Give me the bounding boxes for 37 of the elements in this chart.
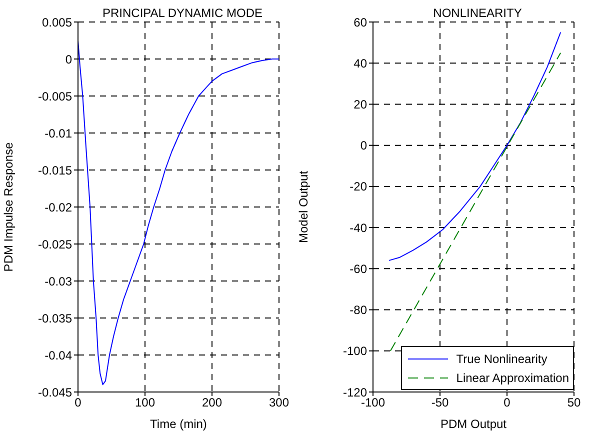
x-axis-title: Time (min) (150, 417, 207, 431)
y-tick-label: -0.005 (38, 89, 72, 104)
legend-label: Linear Approximation (456, 370, 569, 384)
y-tick-label: 40 (354, 56, 368, 70)
y-tick-label: -120 (342, 385, 368, 400)
y-axis-title: PDM Impulse Response (1, 142, 16, 272)
y-tick-label: -0.04 (44, 348, 72, 362)
y-axis-title: Model Output (296, 170, 310, 244)
x-tick-label: 200 (202, 396, 222, 410)
y-tick-label: -0.03 (44, 274, 72, 288)
chart-title: PRINCIPAL DYNAMIC MODE (102, 6, 263, 20)
y-tick-label: -40 (350, 220, 368, 235)
y-tick-label: -80 (350, 303, 368, 318)
y-tick-label: -100 (342, 344, 368, 358)
line-series (388, 32, 562, 261)
y-tick-label: -0.02 (44, 200, 72, 214)
y-tick-label: 20 (354, 97, 368, 112)
y-tick-label: -60 (350, 262, 368, 276)
legend-label: True Nonlinearity (456, 352, 548, 366)
y-tick-label: -0.015 (38, 163, 72, 178)
y-tick-label: -0.025 (38, 237, 72, 252)
y-tick-label: 0 (360, 138, 368, 153)
y-tick-label: 0.005 (42, 15, 72, 30)
y-tick-label: -0.035 (38, 311, 72, 326)
x-tick-label: 300 (268, 396, 290, 410)
y-tick-label: 0 (65, 52, 72, 66)
chart-title: NONLINEARITY (433, 6, 522, 20)
x-tick-label: -50 (431, 396, 449, 410)
y-tick-label: -0.01 (44, 126, 72, 140)
y-tick-label: -0.045 (38, 385, 72, 400)
x-tick-label: 0 (504, 396, 511, 410)
x-axis-title: PDM Output (440, 417, 508, 431)
x-tick-label: 0 (74, 396, 82, 410)
y-tick-label: 60 (354, 15, 368, 30)
x-tick-label: 100 (134, 396, 156, 410)
x-tick-label: 50 (567, 396, 581, 410)
y-tick-label: -20 (350, 180, 368, 194)
